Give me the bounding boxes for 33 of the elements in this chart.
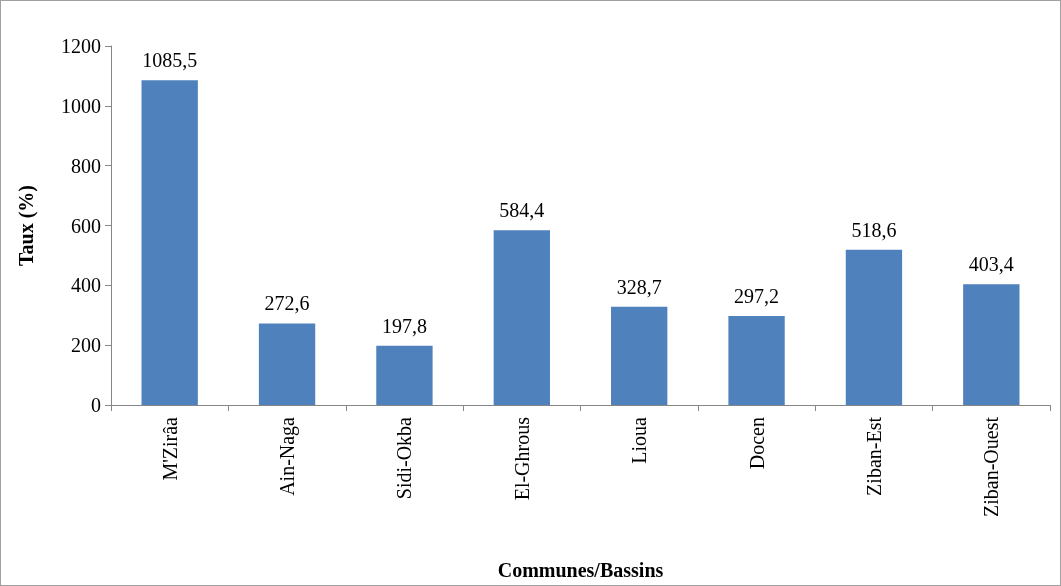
y-tick-label: 600 [71,214,101,237]
x-tick-label: M'Zirâa [158,416,181,481]
bar [963,284,1020,405]
x-tick-label: Lioua [628,416,651,464]
y-tick-label: 400 [71,274,101,297]
x-tick-label: Sidi-Okba [393,416,416,500]
y-tick-label: 1200 [61,35,101,57]
x-tick-label: Ziban-Est [862,416,885,496]
data-label: 584,4 [499,199,545,222]
y-axis-title: Taux (%) [15,185,38,266]
y-tick-label: 0 [91,394,101,416]
bar [611,306,668,405]
x-tick-label: Ziban-Ouest [980,416,1003,517]
data-label: 518,6 [851,218,897,241]
bar [728,316,785,405]
data-label: 1085,5 [142,49,198,72]
x-tick-label: Ain-Naga [276,416,300,496]
x-tick-label: Docen [745,417,768,470]
bar [376,345,433,405]
y-tick-label: 1000 [61,94,101,117]
data-label: 297,2 [734,285,780,308]
y-tick-label: 800 [71,154,101,177]
data-label: 328,7 [616,275,662,298]
data-label: 197,8 [381,314,427,337]
bar [258,323,316,405]
bar [493,230,550,405]
y-tick-label: 200 [71,334,101,357]
data-label: 272,6 [264,292,310,315]
bar [141,80,198,405]
bar [845,249,903,405]
x-axis-title: Communes/Bassins [497,559,664,581]
x-tick-label: El-Ghrous [510,416,533,501]
data-label: 403,4 [968,253,1014,276]
